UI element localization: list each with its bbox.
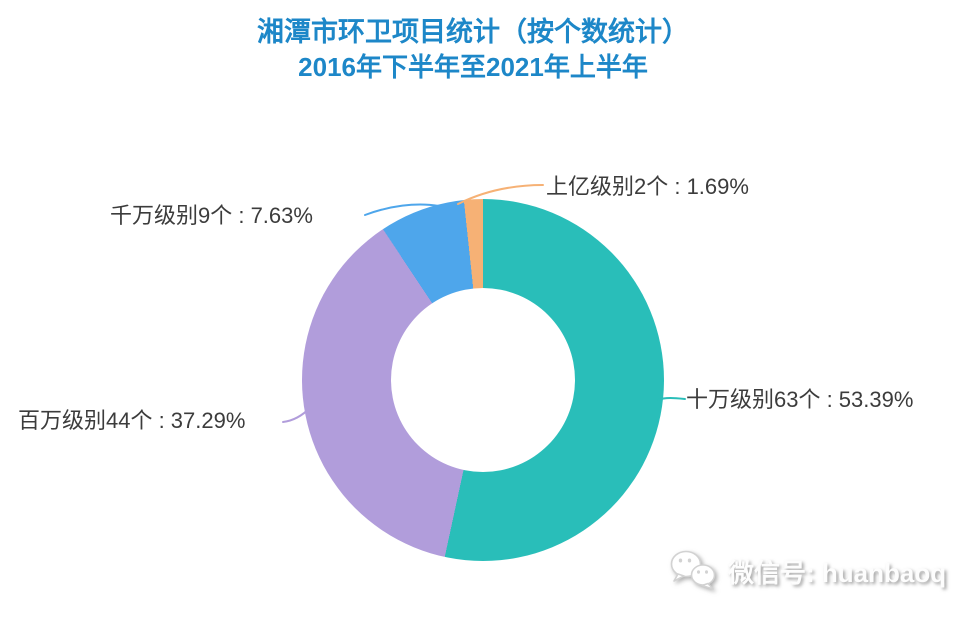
leader-line-shangyi <box>457 184 544 205</box>
wechat-icon <box>670 550 716 590</box>
donut-hole <box>391 288 575 472</box>
leader-line-shiwan <box>657 397 686 401</box>
slice-label-qianwan: 千万级别9个 : 7.63% <box>110 203 313 228</box>
slice-label-shangyi: 上亿级别2个 : 1.69% <box>546 174 749 199</box>
watermark-text: 微信号: huanbaoq <box>728 557 947 588</box>
watermark: 微信号: huanbaoq <box>668 549 946 593</box>
leader-line-baiwan <box>282 406 312 423</box>
slice-label-baiwan: 百万级别44个 : 37.29% <box>18 408 246 433</box>
donut-ring <box>302 199 664 561</box>
chart-header: 湘潭市环卫项目统计（按个数统计） 2016年下半年至2021年上半年 <box>0 14 946 84</box>
chart-title: 湘潭市环卫项目统计（按个数统计） <box>257 17 689 47</box>
chart-subtitle: 2016年下半年至2021年上半年 <box>298 52 648 82</box>
leader-line-qianwan <box>364 203 440 216</box>
slice-label-shiwan: 十万级别63个 : 53.39% <box>686 387 914 412</box>
